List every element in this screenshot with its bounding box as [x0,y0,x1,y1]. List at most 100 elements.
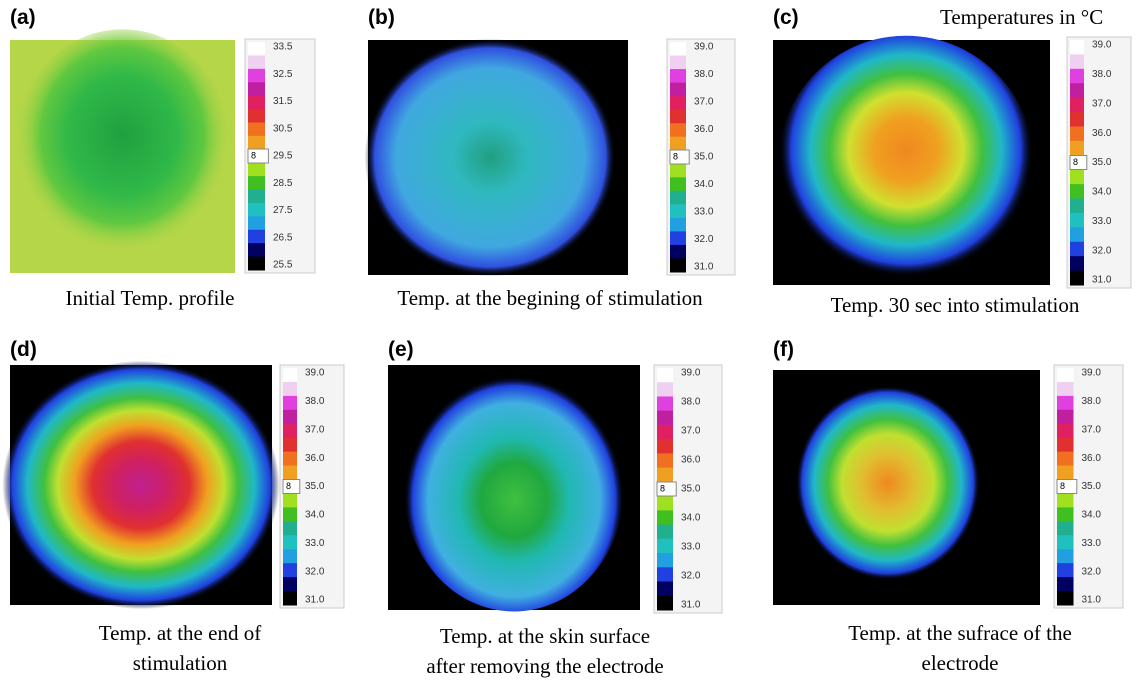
colorbar-tick-label: 35.0 [681,484,701,495]
colorbar-segment [670,83,686,97]
colorbar-segment [1070,170,1084,185]
thermal-spot [779,36,1034,290]
colorbar-segment [283,507,297,521]
colorbar-segment [1057,577,1074,591]
colorbar-segment [248,69,265,83]
colorbar-segment [657,525,673,540]
colorbar-tick-label: 37.0 [681,426,701,437]
colorbar-segment [248,203,265,217]
panel-label: (b) [368,6,395,29]
colorbar-tick-label: 39.0 [305,368,325,379]
colorbar-segment [1070,126,1084,141]
colorbar-tick-label: 33.0 [681,542,701,553]
colorbar-segment [1070,213,1084,228]
colorbar-segment [283,410,297,424]
colorbar-tick-label: 36.0 [1082,453,1102,464]
colorbar-segment [670,177,686,191]
spinner-value: 8 [673,151,678,161]
caption: Temp. at the begining of stimulation [397,286,703,310]
colorbar-tick-label: 32.0 [1092,245,1112,256]
colorbar-segment [1070,83,1084,98]
colorbar-tick-label: 36.0 [1092,128,1112,139]
colorbar-segment [657,396,673,411]
thermal-spot [796,386,980,581]
colorbar-segment [1070,40,1084,55]
colorbar-tick-label: 32.5 [273,69,293,80]
colorbar-segment [248,109,265,123]
colorbar-segment [1057,424,1074,438]
colorbar-tick-label: 35.0 [305,481,325,492]
panel-label: (f) [773,338,794,361]
colorbar-segment [657,582,673,597]
colorbar-tick-label: 38.0 [305,396,325,407]
caption: Temp. at the skin surface [440,624,650,648]
colorbar-segment [657,411,673,426]
colorbar-segment [670,164,686,178]
colorbar-tick-label: 33.0 [694,207,714,218]
colorbar-segment [248,136,265,150]
colorbar-tick-label: 32.0 [681,571,701,582]
colorbar-tick-label: 31.0 [681,600,701,611]
colorbar-tick-label: 34.0 [1082,510,1102,521]
colorbar-tick-label: 27.5 [273,205,293,216]
colorbar-segment [248,42,265,56]
colorbar-tick-label: 35.0 [694,152,714,163]
figure: Temperatures in °C (a)833.532.531.530.52… [0,0,1147,690]
caption: Temp. at the sufrace of the [848,621,1072,645]
colorbar-tick-label: 37.0 [1082,424,1102,435]
colorbar-segment [670,204,686,218]
colorbar-segment [1057,521,1074,535]
panel-label: (d) [10,338,37,361]
colorbar-tick-label: 37.0 [1092,98,1112,109]
colorbar-tick-label: 38.0 [1082,396,1102,407]
colorbar-segment [283,382,297,396]
colorbar-tick-label: 36.0 [681,455,701,466]
panel-label: (e) [388,338,414,361]
colorbar-segment [1057,410,1074,424]
colorbar-segment [670,137,686,151]
spinner-value: 8 [1060,481,1065,491]
colorbar-tick-label: 35.0 [1092,157,1112,168]
colorbar-segment [1057,507,1074,521]
colorbar-tick-label: 37.0 [305,424,325,435]
colorbar-segment [1057,549,1074,563]
colorbar-segment [657,510,673,525]
colorbar-tick-label: 38.0 [1092,69,1112,80]
colorbar-tick-label: 33.0 [1092,216,1112,227]
colorbar-tick-label: 35.0 [1082,481,1102,492]
colorbar-segment [1057,466,1074,480]
colorbar-segment [670,218,686,232]
colorbar-segment [1070,98,1084,113]
colorbar-segment [670,110,686,124]
colorbar-segment [283,424,297,438]
colorbar-segment [657,468,673,483]
colorbar-tick-label: 34.0 [694,179,714,190]
colorbar-tick-label: 34.0 [681,513,701,524]
colorbar-tick-label: 33.0 [305,538,325,549]
colorbar-segment [657,539,673,554]
colorbar-segment [1057,535,1074,549]
colorbar-segment [283,591,297,605]
colorbar-tick-label: 32.0 [305,566,325,577]
colorbar-segment [670,245,686,259]
colorbar-tick-label: 28.5 [273,178,293,189]
colorbar-segment [670,69,686,83]
colorbar-segment [657,425,673,440]
colorbar-tick-label: 39.0 [694,42,714,53]
colorbar-segment [283,521,297,535]
colorbar-segment [283,396,297,410]
colorbar-segment [657,567,673,582]
colorbar-segment [248,216,265,230]
colorbar-tick-label: 36.0 [305,453,325,464]
colorbar-segment [248,96,265,110]
caption: electrode [922,651,999,675]
colorbar-segment [670,123,686,137]
colorbar-tick-label: 33.0 [1082,538,1102,549]
colorbar-segment [1070,69,1084,84]
colorbar-segment [283,452,297,466]
colorbar-segment [657,496,673,511]
colorbar-segment [670,42,686,56]
colorbar-segment [283,577,297,591]
colorbar-tick-label: 31.0 [1092,275,1112,286]
colorbar-tick-label: 32.0 [694,234,714,245]
